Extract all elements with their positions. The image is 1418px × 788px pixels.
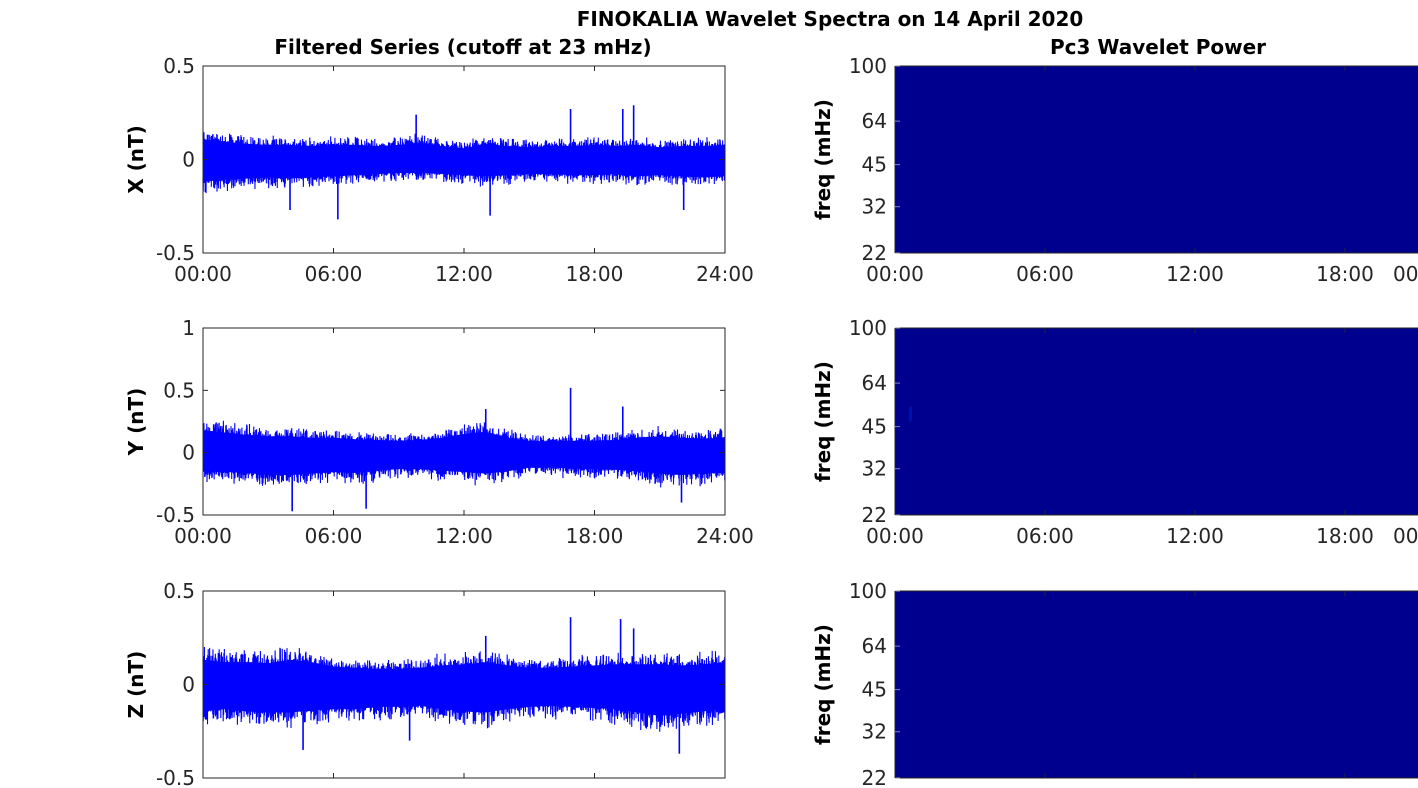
xtick-label: 06:00 [305, 524, 363, 548]
series-band-x [203, 139, 725, 182]
series-band-y [203, 430, 725, 476]
xtick-label: 18:00 [566, 262, 624, 286]
ytick-label: 0 [182, 673, 195, 697]
heatmap-panel-1: 22 32 45 64 100 00:00 06:00 12:00 18:00 00 freq (m… [811, 54, 1418, 286]
ytick-label: 0.5 [163, 579, 195, 603]
xtick-label: 24:00 [696, 524, 754, 548]
ytick-label: 64 [862, 109, 887, 133]
ytick-label: 45 [862, 153, 887, 177]
heatmap-field [895, 328, 1418, 515]
ytick-label: 32 [862, 195, 887, 219]
left-column-title: Filtered Series (cutoff at 23 mHz) [274, 35, 651, 59]
ytick-label: 32 [862, 720, 887, 744]
heatmap-feature-0 [909, 406, 912, 422]
xtick-label: 18:00 [1316, 524, 1374, 548]
ytick-label: 1 [182, 316, 195, 340]
right-column-title: Pc3 Wavelet Power [1050, 35, 1266, 59]
series-band-z [203, 659, 725, 716]
xtick-label: 24:00 [696, 262, 754, 286]
xtick-label: 06:00 [1016, 524, 1074, 548]
xtick-label: 00 [1393, 524, 1418, 548]
ylabel-y: Y (nT) [124, 388, 148, 457]
figure-title: FINOKALIA Wavelet Spectra on 14 April 20… [577, 7, 1084, 31]
ytick-label: 64 [862, 371, 887, 395]
ytick-label: 22 [862, 766, 887, 788]
xtick-label: 06:00 [1016, 262, 1074, 286]
ytick-label: -0.5 [156, 503, 195, 527]
xtick-label: 18:00 [566, 524, 624, 548]
heatmap-field [895, 66, 1418, 253]
ytick-label: 0 [182, 441, 195, 465]
xtick-label: 12:00 [435, 262, 493, 286]
line-panel-y: -0.5 0 0.5 1 00:00 06:00 12:00 18:00 24:00 Y (nT) [124, 316, 754, 548]
ylabel-x: X (nT) [124, 125, 148, 194]
ytick-label: -0.5 [156, 766, 195, 788]
line-panel-x: -0.5 0 0.5 00:00 06:00 12:00 18:00 24:00 X (nT) [124, 54, 754, 286]
xtick-label: 06:00 [305, 262, 363, 286]
xtick-label: 00:00 [174, 262, 232, 286]
ytick-label: 100 [849, 54, 887, 78]
xtick-label: 00:00 [866, 524, 924, 548]
ylabel-freq-3: freq (mHz) [811, 624, 835, 745]
ytick-label: 32 [862, 457, 887, 481]
xtick-label: 12:00 [1166, 262, 1224, 286]
ytick-label: 0.5 [163, 378, 195, 402]
ytick-label: 100 [849, 316, 887, 340]
xtick-label: 00 [1393, 262, 1418, 286]
ytick-label: 100 [849, 579, 887, 603]
xtick-label: 00:00 [866, 262, 924, 286]
ytick-label: 0 [182, 148, 195, 172]
xtick-label: 12:00 [435, 524, 493, 548]
ytick-label: -0.5 [156, 241, 195, 265]
panels: -0.500.500:00 06:00 12:00 18:00 24:00X (nT)-… [124, 54, 1418, 788]
ytick-label: 45 [862, 415, 887, 439]
ytick-label: 0.5 [163, 54, 195, 78]
axes-frame [202, 327, 726, 516]
xtick-label: 00:00 [174, 524, 232, 548]
xtick-label: 18:00 [1316, 262, 1374, 286]
ytick-label: 22 [862, 241, 887, 265]
ylabel-freq-1: freq (mHz) [811, 99, 835, 220]
ytick-label: 22 [862, 503, 887, 527]
ylabel-freq-2: freq (mHz) [811, 361, 835, 482]
ytick-label: 45 [862, 678, 887, 702]
xtick-label: 12:00 [1166, 524, 1224, 548]
heatmap-panel-3: 22 32 45 64 100 freq (mHz) [811, 579, 1418, 788]
heatmap-panel-2: 22 32 45 64 100 00:00 06:00 12:00 18:00 00 freq (m… [811, 316, 1418, 548]
heatmap-field [895, 591, 1418, 778]
ylabel-z: Z (nT) [124, 651, 148, 719]
ytick-label: 64 [862, 634, 887, 658]
